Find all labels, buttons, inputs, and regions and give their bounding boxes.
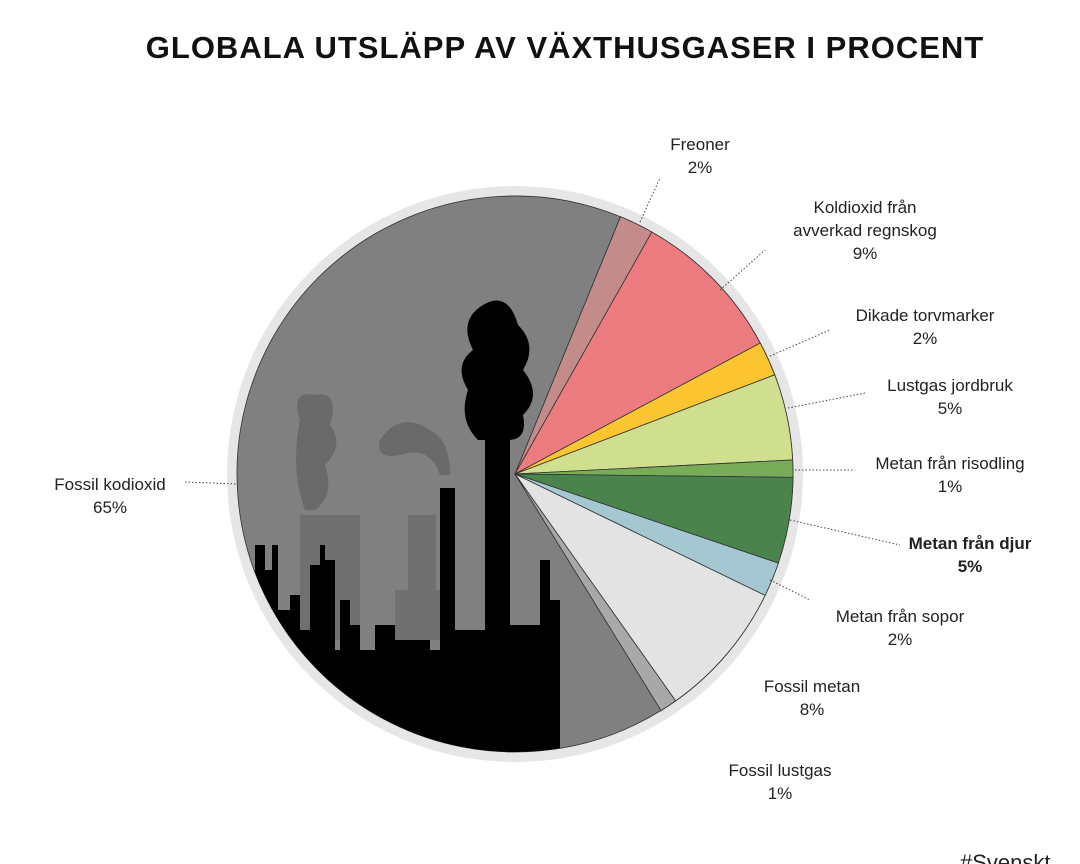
leader-line	[787, 392, 866, 409]
slice-label: Fossil lustgas 1%	[680, 759, 880, 805]
category-name: Metan från sopor	[835, 607, 965, 626]
factory	[255, 440, 560, 752]
category-name: Metan från djur	[908, 534, 1032, 553]
slice-label: Metan från risodling 1%	[840, 452, 1060, 498]
slice-label: Lustgas jordbruk 5%	[850, 374, 1050, 420]
category-name: Fossil lustgas	[728, 761, 832, 780]
leader-line	[769, 579, 811, 601]
category-name: Dikade torvmarker	[855, 306, 995, 325]
value-label: 5%	[937, 399, 963, 418]
category-name: Freoner	[670, 135, 730, 154]
slice-label: Metan från sopor 2%	[800, 605, 1000, 651]
leader-line	[769, 329, 831, 357]
chart-title: GLOBALA UTSLÄPP AV VÄXTHUSGASER I PROCEN…	[145, 30, 985, 65]
pie-slice-overlay	[514, 473, 766, 702]
value-label: 9%	[852, 244, 878, 263]
pie-slice-overlay	[513, 231, 761, 476]
category-name: Koldioxid från avverkad regnskog	[793, 198, 937, 240]
silhouette	[255, 300, 560, 752]
smoke	[296, 394, 450, 510]
value-label: 1%	[937, 477, 963, 496]
slice-label: Freoner 2%	[600, 133, 800, 179]
smoke-main	[461, 300, 533, 440]
slice-label: Fossil metan 8%	[712, 675, 912, 721]
category-name: Lustgas jordbruk	[887, 376, 1013, 395]
value-label: 2%	[687, 158, 713, 177]
pie-slice-overlay	[514, 473, 677, 712]
category-name: Metan från risodling	[875, 454, 1025, 473]
leader-line	[639, 177, 661, 223]
value-label: 2%	[887, 630, 913, 649]
value-label: 5%	[957, 557, 983, 576]
value-label: 1%	[767, 784, 793, 803]
leader-line	[719, 249, 766, 291]
category-name: Fossil kodioxid	[54, 475, 166, 494]
footer: #Svenskt	[960, 850, 1051, 864]
value-label: 8%	[799, 700, 825, 719]
slice-label: Fossil kodioxid 65%	[10, 473, 210, 519]
slice-label: Metan från djur 5%	[870, 532, 1070, 578]
value-label: 2%	[912, 329, 938, 348]
value-label: 65%	[92, 498, 128, 517]
slice-label: Koldioxid från avverkad regnskog 9%	[780, 196, 950, 265]
leader-line	[789, 519, 901, 546]
category-name: Fossil metan	[763, 677, 861, 696]
slice-label: Dikade torvmarker 2%	[825, 304, 1025, 350]
